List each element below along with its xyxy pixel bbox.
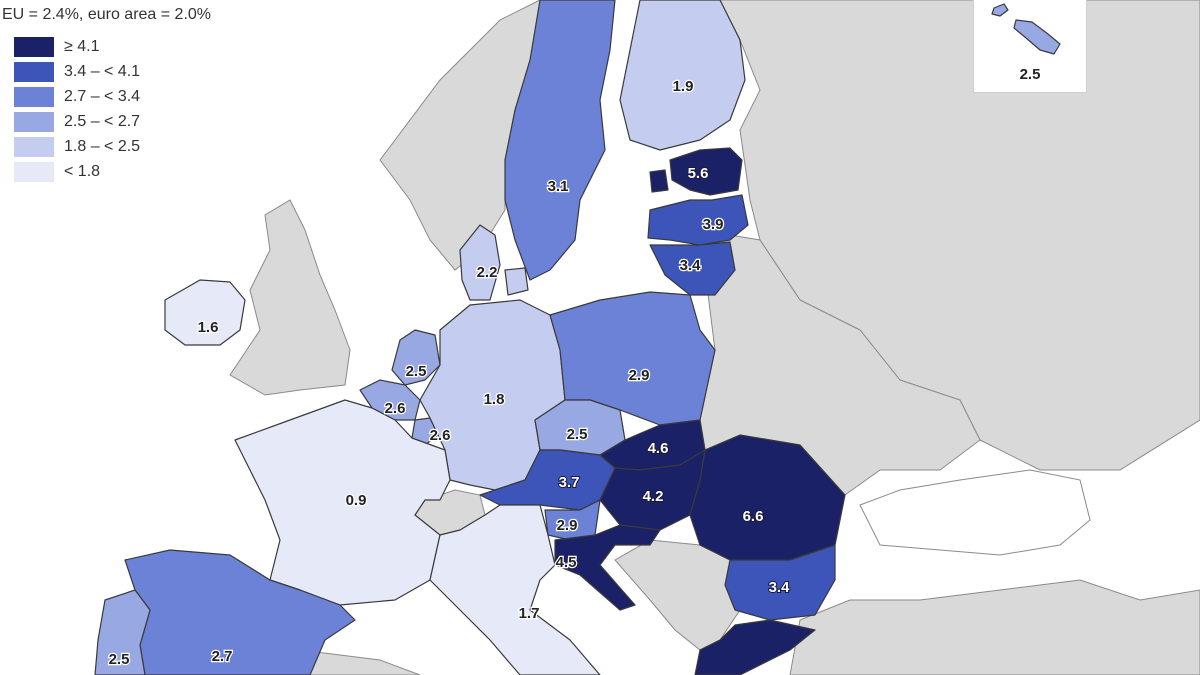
legend-swatch (14, 136, 54, 157)
label-italy: 1.7 (519, 605, 540, 622)
malta-value: 2.5 (1019, 66, 1041, 83)
label-luxembourg: 2.6 (430, 427, 451, 444)
label-romania: 6.6 (743, 508, 764, 525)
label-bulgaria: 3.4 (769, 579, 791, 596)
country-greece[interactable] (694, 619, 816, 675)
label-croatia: 4.5 (556, 554, 577, 571)
label-sweden: 3.1 (548, 178, 569, 195)
country-portugal[interactable] (94, 589, 151, 675)
label-denmark: 2.2 (477, 264, 498, 281)
label-france: 0.9 (346, 492, 367, 509)
country-denmark[interactable] (459, 224, 501, 301)
label-hungary: 4.2 (643, 488, 664, 505)
label-poland: 2.9 (629, 367, 650, 384)
legend-label: 1.8 – < 2.5 (64, 137, 141, 155)
legend-title: EU = 2.4%, euro area = 2.0% (2, 6, 212, 23)
country-malta[interactable] (1013, 19, 1061, 55)
country-sweden[interactable] (504, 0, 616, 281)
country-latvia[interactable] (647, 194, 749, 246)
label-belgium: 2.6 (385, 400, 406, 417)
label-ireland: 1.6 (198, 319, 219, 336)
label-portugal: 2.5 (109, 651, 130, 668)
country-lithuania[interactable] (649, 241, 736, 296)
legend-label: < 1.8 (64, 162, 101, 180)
turkey-region (789, 579, 1200, 675)
label-slovenia: 2.9 (557, 517, 578, 534)
label-lithuania: 3.4 (680, 257, 702, 274)
label-austria: 3.7 (559, 474, 580, 491)
country-malta-gozo[interactable] (991, 3, 1009, 17)
legend-label: 2.7 – < 3.4 (64, 87, 141, 105)
malta-inset: 2.5 (973, 0, 1087, 93)
legend-item: ≥ 4.1 (14, 34, 211, 59)
malta-inset-map (991, 3, 1061, 55)
legend-label: 2.5 – < 2.7 (64, 112, 141, 130)
black-sea-coast (859, 469, 1091, 556)
country-denmark-island[interactable] (504, 267, 529, 296)
country-luxembourg[interactable] (411, 417, 439, 446)
balkans-region (614, 539, 741, 651)
legend-swatch (14, 61, 54, 82)
label-finland: 1.9 (673, 78, 694, 95)
label-estonia: 5.6 (688, 165, 709, 182)
uk-region (229, 199, 351, 396)
legend-swatch (14, 86, 54, 107)
label-latvia: 3.9 (703, 216, 724, 233)
legend-label: 3.4 – < 4.1 (64, 62, 141, 80)
legend-item: 2.5 – < 2.7 (14, 109, 211, 134)
legend-item: 2.7 – < 3.4 (14, 84, 211, 109)
legend-item: < 1.8 (14, 159, 211, 184)
country-croatia[interactable] (554, 524, 661, 611)
legend-label: ≥ 4.1 (64, 37, 100, 55)
legend-swatch (14, 111, 54, 132)
country-estonia-island[interactable] (649, 169, 669, 193)
label-slovakia: 4.6 (648, 440, 669, 457)
legend-swatch (14, 161, 54, 182)
country-finland[interactable] (619, 0, 746, 151)
label-spain: 2.7 (212, 648, 233, 665)
country-ireland[interactable] (164, 279, 246, 346)
country-bulgaria[interactable] (724, 544, 836, 621)
legend-swatch (14, 36, 54, 57)
country-italy[interactable] (429, 504, 601, 675)
label-czechia: 2.5 (567, 426, 588, 443)
legend-item: 1.8 – < 2.5 (14, 134, 211, 159)
label-netherlands: 2.5 (406, 363, 427, 380)
legend-item: 3.4 – < 4.1 (14, 59, 211, 84)
legend-items: ≥ 4.1 3.4 – < 4.1 2.7 – < 3.4 2.5 – < 2.7 1.… (14, 34, 211, 184)
country-estonia[interactable] (669, 147, 743, 196)
label-germany: 1.8 (484, 391, 505, 408)
map-legend: EU = 2.4%, euro area = 2.0% ≥ 4.1 3.4 – <… (0, 0, 220, 190)
country-netherlands[interactable] (391, 329, 441, 386)
